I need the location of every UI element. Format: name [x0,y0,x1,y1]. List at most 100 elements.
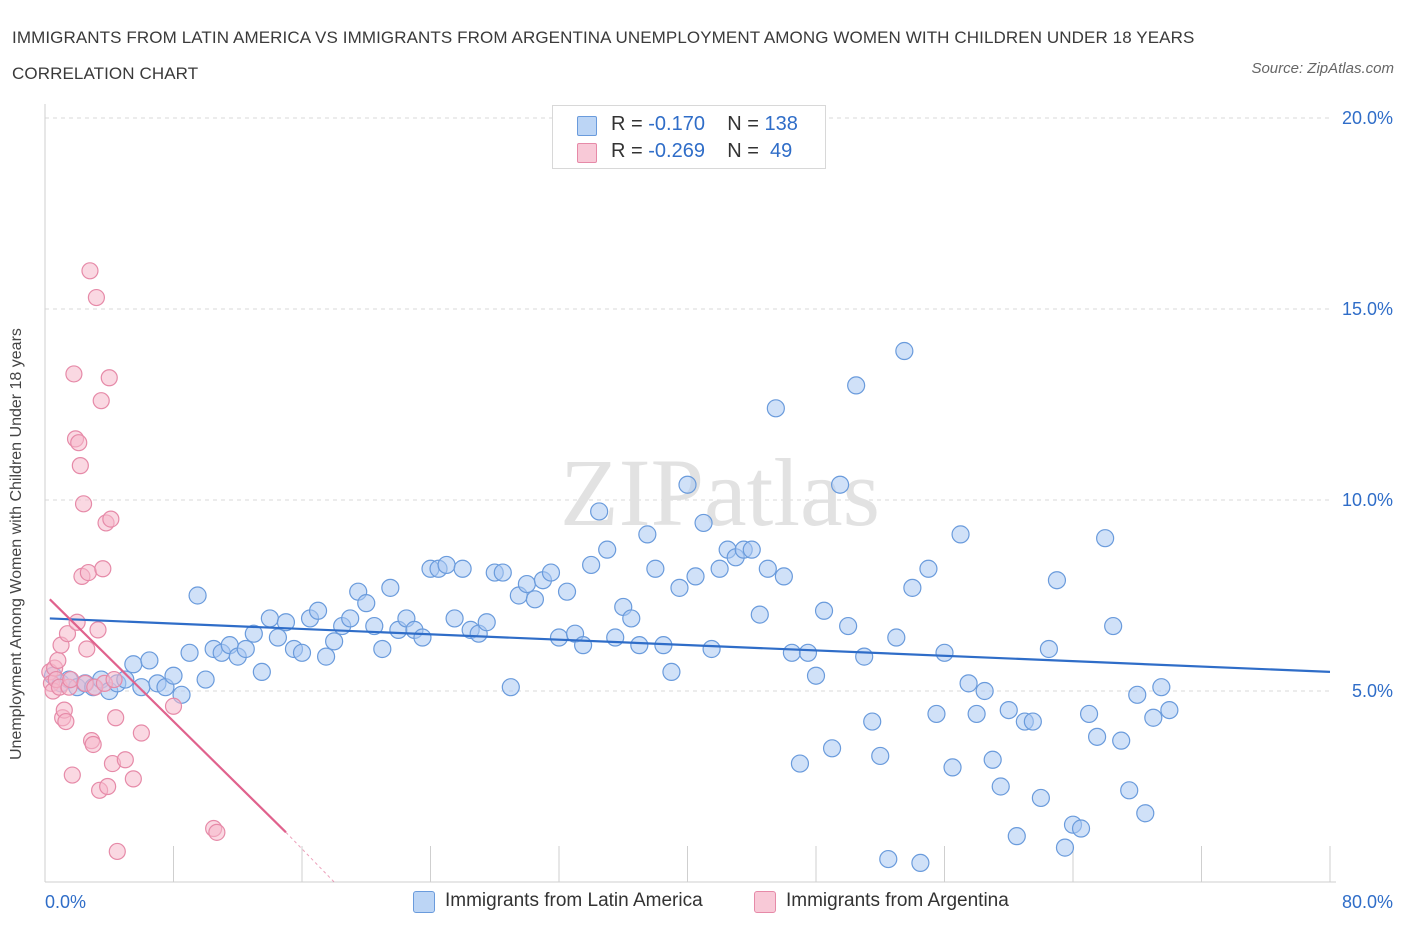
data-point [1120,781,1139,800]
data-point [871,746,890,766]
data-point [798,643,818,662]
data-point [959,674,978,693]
data-point [493,563,512,582]
tick-labels: 5.0% 10.0% 15.0% 20.0% 0.0% 80.0% [45,108,1393,912]
data-point [887,628,906,647]
trend-line-argentina-extension [285,831,335,883]
data-point [1128,685,1147,704]
data-point [164,666,183,685]
data-point [549,628,569,647]
data-point [132,724,150,742]
data-point [1007,827,1026,846]
data-point [1055,838,1075,857]
data-point [180,643,199,662]
data-point [742,540,761,559]
data-point [68,613,86,631]
correlation-legend: R = -0.170 N = 138 R = -0.269 N = 49 [552,105,826,169]
data-point [790,754,810,773]
data-point [622,609,641,628]
data-point [943,758,962,777]
data-point [108,842,126,861]
data-point [1031,788,1050,808]
legend-r-label: R = [611,113,643,135]
data-point [124,655,143,674]
data-point [132,678,151,697]
data-point [164,697,183,715]
data-point [903,578,922,597]
grid-lines [45,117,1330,692]
legend-r-label: R = [611,140,643,162]
data-point [839,616,858,636]
data-point [100,369,118,387]
data-point [590,502,609,521]
data-point [662,662,681,682]
data-point [975,681,994,701]
data-point [573,636,593,655]
data-point [102,510,120,528]
data-point [758,559,777,578]
data-point [1136,804,1155,823]
data-point [822,739,842,758]
data-point [99,777,117,796]
legend-swatch-pink [577,143,597,163]
data-point [105,670,123,689]
data-point [895,341,914,361]
data-point [71,457,89,475]
data-point [670,578,689,597]
data-point [140,651,159,670]
data-point [260,609,279,628]
data-point [557,582,577,601]
data-point [999,700,1018,720]
legend-r-value: -0.170 [648,113,705,135]
data-point [1096,529,1115,548]
data-point [437,555,456,575]
data-point [74,495,93,513]
bottom-legend-swatch-pink [754,891,776,913]
data-point [208,823,226,841]
data-point [847,376,866,395]
data-point [541,563,561,582]
data-point [686,567,705,586]
bottom-legend-swatch-blue [413,891,435,913]
legend-n-label: N = [727,140,759,162]
watermark: ZIPatlas [560,439,880,546]
data-point [911,853,930,873]
data-point [244,624,263,643]
data-point [268,628,288,647]
data-point [341,609,360,628]
data-point [766,399,785,418]
source-label: Source: ZipAtlas.com [1251,60,1394,77]
data-point [782,643,802,662]
y-tick-label: 20.0% [1342,108,1393,128]
data-point [89,621,107,639]
legend-r-value: -0.269 [648,140,705,162]
y-tick-label: 5.0% [1352,681,1393,701]
data-point [927,704,946,724]
data-point [967,704,986,724]
data-point [1104,616,1123,636]
data-point [445,609,464,628]
data-point [750,605,769,624]
data-point [124,770,142,788]
data-point [919,559,938,578]
data-point [49,651,67,670]
bottom-legend-label: Immigrants from Argentina [786,890,1009,911]
data-point [1087,727,1107,746]
y-tick-label: 10.0% [1342,490,1393,510]
data-point [413,628,432,647]
data-point [81,262,99,280]
data-point [316,647,336,666]
data-point [78,640,96,658]
data-point [188,586,207,605]
bottom-legend-label: Immigrants from Latin America [445,890,703,911]
data-point [292,643,312,662]
data-point [57,712,75,731]
data-point [646,559,665,578]
data-point [308,601,328,620]
data-point [65,365,83,383]
y-tick-label: 15.0% [1342,299,1393,319]
data-point [87,288,106,307]
legend-n-value: 138 [764,113,798,135]
data-point [1071,819,1091,838]
